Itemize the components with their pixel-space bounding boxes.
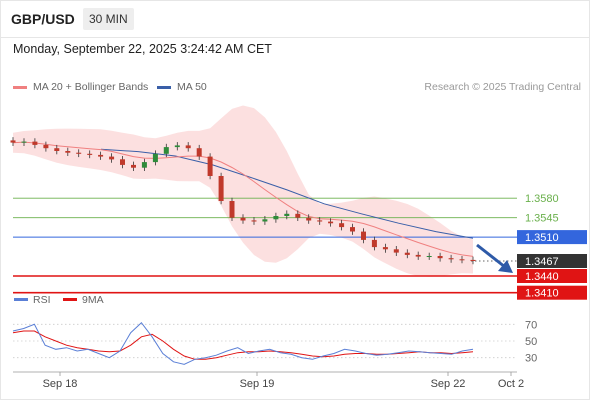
x-tick-label: Oct 2 xyxy=(498,378,524,390)
candle-body xyxy=(185,145,191,149)
candle-body xyxy=(251,220,257,222)
level-label-text: 1.3545 xyxy=(525,213,559,225)
rsi-panel: RSI 9MA 70 50 30 xyxy=(12,294,537,365)
candle-body xyxy=(131,164,136,168)
candle-body xyxy=(306,217,312,221)
level-label-text: 1.3440 xyxy=(525,271,559,283)
candle-body xyxy=(163,147,169,154)
candle-body xyxy=(350,227,355,232)
candle-body xyxy=(426,256,432,257)
candle-body xyxy=(10,140,16,143)
ma9-legend-label: 9MA xyxy=(82,294,104,306)
level-label-text: 1.3510 xyxy=(525,232,559,244)
x-tick-label: Sep 22 xyxy=(431,378,466,390)
candle-body xyxy=(262,219,268,222)
candle-body xyxy=(87,153,93,155)
level-label-box xyxy=(517,254,587,268)
candle-body xyxy=(328,221,334,224)
candle-body xyxy=(284,213,290,216)
x-tick-label: Sep 19 xyxy=(240,378,275,390)
ma50-line xyxy=(100,148,474,239)
x-axis: Sep 18 Sep 19 Sep 22 Oct 2 xyxy=(13,371,524,390)
legend-item-ma20: MA 20 + Bollinger Bands xyxy=(13,81,148,93)
rsi-tick-label: 30 xyxy=(525,353,537,365)
legend-swatch xyxy=(63,298,77,301)
candle-body xyxy=(174,145,180,148)
legend-label: MA 50 xyxy=(177,81,207,93)
level-labels: 1.3580 1.3545 1.3510 1.3467 1.3440 1.3410 xyxy=(517,193,587,300)
arrow-shaft xyxy=(476,243,506,269)
candle-body xyxy=(295,213,301,218)
level-label-box xyxy=(517,230,587,245)
datetime-label: Monday, September 22, 2025 3:24:42 AM CE… xyxy=(13,42,272,56)
symbol-title: GBP/USD xyxy=(11,11,75,27)
candle-body xyxy=(371,239,377,248)
candle-body xyxy=(317,220,323,222)
level-label-box xyxy=(517,269,587,283)
arrow-head xyxy=(498,260,513,273)
candle-body xyxy=(120,159,125,165)
level-label-text: 1.3410 xyxy=(525,288,559,300)
candle-body xyxy=(361,231,366,240)
candle-body xyxy=(21,141,27,143)
candle-body xyxy=(109,156,115,160)
candle-body xyxy=(382,247,388,250)
timeframe-button[interactable]: 30 MIN xyxy=(83,8,134,30)
candle-body xyxy=(54,148,60,151)
forecast-arrow xyxy=(476,243,513,273)
candle-body xyxy=(404,252,410,255)
candle-body xyxy=(229,201,235,218)
level-label-text: 1.3580 xyxy=(525,193,559,205)
candle-body xyxy=(152,153,158,163)
candle-body xyxy=(415,254,421,257)
candle-body xyxy=(459,259,465,261)
bollinger-bands xyxy=(13,105,473,277)
research-credit: Research © 2025 Trading Central xyxy=(424,81,581,93)
legend-swatch xyxy=(13,85,27,89)
legend-label: MA 20 + Bollinger Bands xyxy=(33,81,149,93)
level-lines xyxy=(13,197,517,294)
chart-header: GBP/USD 30 MIN xyxy=(1,1,589,38)
candle-body xyxy=(448,258,454,260)
candle-body xyxy=(437,256,443,259)
ma9-line xyxy=(12,330,474,360)
legend-swatch xyxy=(14,298,28,301)
candles xyxy=(10,137,476,265)
candle-body xyxy=(98,154,104,157)
x-tick-label: Sep 18 xyxy=(43,378,78,390)
candle-body xyxy=(207,156,213,176)
candle-body xyxy=(393,249,399,253)
rsi-legend-label: RSI xyxy=(33,294,51,306)
rsi-tick-label: 50 xyxy=(525,336,537,348)
candle-body xyxy=(76,152,82,154)
level-label-text: 1.3467 xyxy=(525,256,559,268)
bollinger-band-area xyxy=(13,105,473,277)
legend-item-ma50: MA 50 xyxy=(157,81,207,93)
candle-body xyxy=(65,151,71,153)
candle-body xyxy=(43,144,49,149)
candle-body xyxy=(32,141,38,145)
rsi-line xyxy=(12,321,474,365)
candle-body xyxy=(240,217,246,221)
ma20-line xyxy=(12,141,474,257)
level-label-box xyxy=(517,285,587,300)
candle-body xyxy=(273,216,279,220)
candle-body xyxy=(196,148,202,157)
candle-body xyxy=(339,223,345,228)
candle-body xyxy=(218,176,224,201)
candle-body xyxy=(141,162,147,168)
legend-swatch xyxy=(157,85,171,89)
candle-body xyxy=(470,259,476,261)
rsi-tick-label: 70 xyxy=(525,319,537,331)
moving-averages xyxy=(12,141,474,257)
